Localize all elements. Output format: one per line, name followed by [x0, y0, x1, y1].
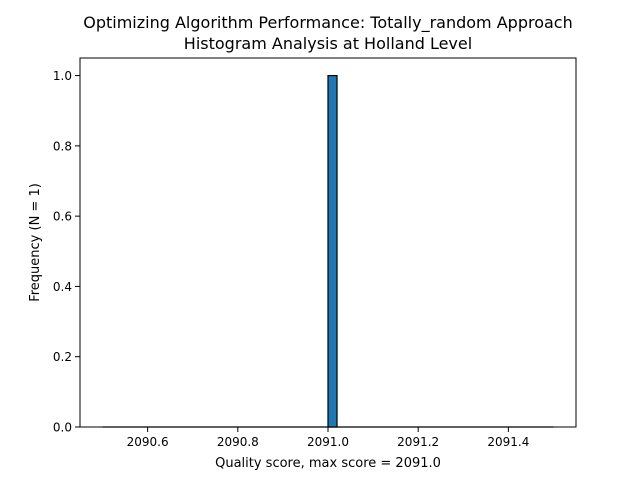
y-axis-ticks: 0.0 0.2 0.4 0.6 0.8 1.0 — [53, 69, 80, 435]
y-tick-label: 1.0 — [53, 69, 72, 83]
plot-frame — [79, 57, 577, 428]
x-tick-label: 2091.0 — [307, 435, 349, 449]
y-tick-label: 0.8 — [53, 139, 72, 153]
y-tick-label: 0.4 — [53, 280, 72, 294]
x-tick-label: 2090.8 — [217, 435, 259, 449]
x-axis-label: Quality score, max score = 2091.0 — [215, 456, 441, 471]
x-tick-label: 2090.6 — [127, 435, 169, 449]
y-tick-label: 0.0 — [53, 421, 72, 435]
x-axis-ticks: 2090.6 2090.8 2091.0 2091.2 2091.4 — [127, 427, 529, 449]
chart-title-line-2: Histogram Analysis at Holland Level — [184, 34, 472, 53]
y-tick-label: 0.6 — [53, 210, 72, 224]
chart-title-line-1: Optimizing Algorithm Performance: Totall… — [83, 13, 572, 33]
y-axis-label: Frequency (N = 1) — [28, 183, 43, 302]
y-tick-label: 0.2 — [53, 350, 72, 364]
x-tick-label: 2091.2 — [397, 435, 439, 449]
histogram-bar — [327, 74, 338, 428]
x-tick-label: 2091.4 — [487, 435, 529, 449]
